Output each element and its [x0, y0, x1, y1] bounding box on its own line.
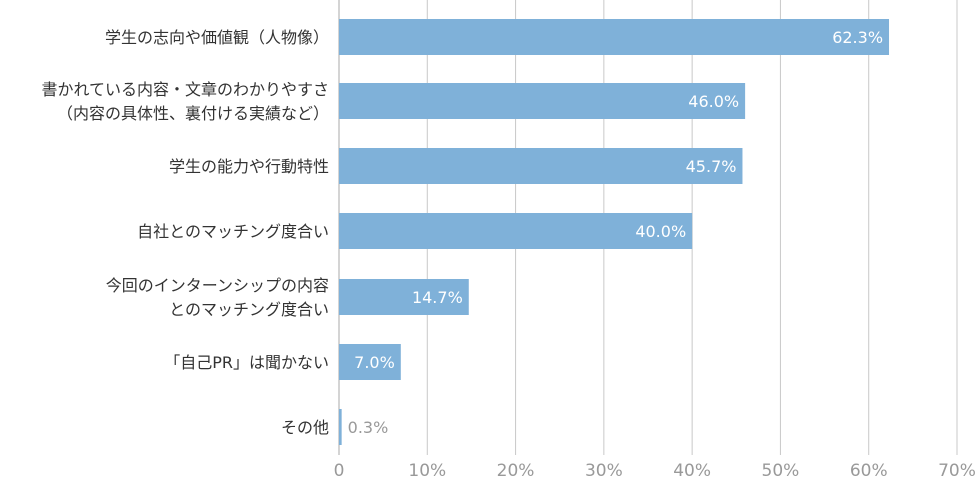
bar — [339, 19, 890, 55]
x-tick-label: 50% — [762, 461, 800, 481]
category-label: 学生の能力や行動特性 — [169, 157, 329, 176]
bar — [339, 409, 342, 445]
category-label: 「自己PR」は聞かない — [164, 353, 329, 372]
bar — [339, 344, 401, 380]
bar — [339, 148, 743, 184]
x-tick-label: 10% — [408, 461, 446, 481]
category-label: とのマッチング度合い — [169, 300, 329, 319]
data-label: 45.7% — [686, 157, 737, 176]
data-label: 46.0% — [688, 92, 739, 111]
bar — [339, 213, 693, 249]
x-tick-label: 20% — [497, 461, 535, 481]
bar — [339, 83, 746, 119]
data-label: 62.3% — [832, 28, 883, 47]
x-tick-label: 30% — [585, 461, 623, 481]
category-label: 自社とのマッチング度合い — [137, 222, 329, 241]
category-label: 今回のインターンシップの内容 — [106, 276, 329, 295]
category-label: 学生の志向や価値観（人物像） — [105, 28, 329, 47]
data-label: 7.0% — [354, 353, 395, 372]
category-label: その他 — [281, 418, 329, 437]
data-label: 0.3% — [348, 418, 389, 437]
x-tick-label: 60% — [850, 461, 888, 481]
category-label: 書かれている内容・文章のわかりやすさ — [41, 80, 329, 99]
x-tick-label: 40% — [673, 461, 711, 481]
data-label: 14.7% — [412, 288, 463, 307]
category-label: （内容の具体性、裏付ける実績など） — [57, 104, 329, 123]
x-tick-label: 0 — [334, 461, 345, 481]
data-label: 40.0% — [635, 222, 686, 241]
x-tick-label: 70% — [938, 461, 976, 481]
bar — [339, 279, 469, 315]
